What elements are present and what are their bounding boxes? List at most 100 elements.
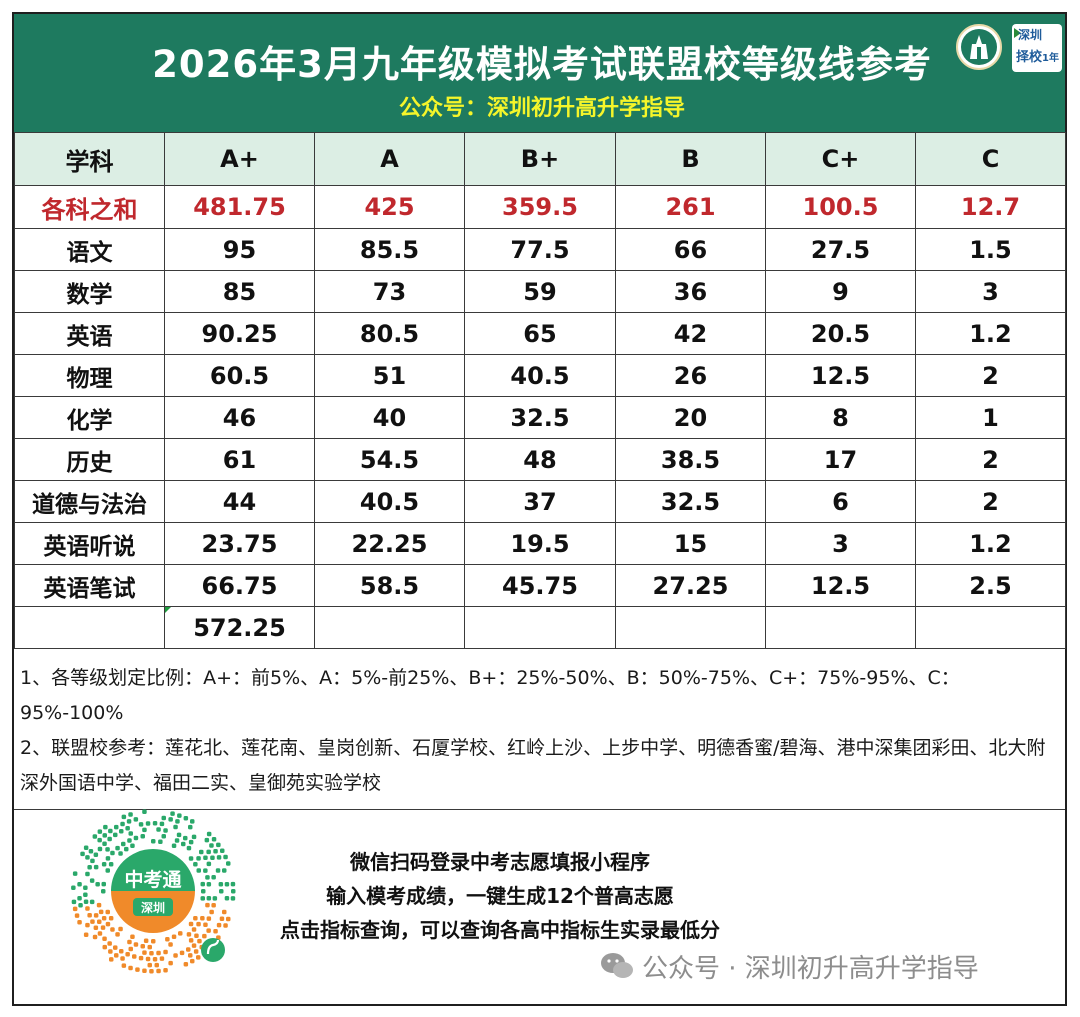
table-row: 英语听说 23.75 22.25 19.5 15 3 1.2 — [14, 522, 1066, 565]
qr-dot — [108, 828, 113, 834]
qr-dot — [121, 814, 127, 820]
qr-dot — [190, 958, 195, 964]
document-frame: 2026年3月九年级模拟考试联盟校等级线参考 公众号：深圳初升高升学指导 深圳 … — [12, 12, 1067, 1006]
qr-dot — [102, 833, 107, 838]
qr-dot — [89, 878, 95, 883]
qr-dot — [121, 841, 126, 847]
score-cell: 20 — [615, 396, 766, 439]
table-row: 道德与法治 44 40.5 37 32.5 6 2 — [14, 480, 1066, 523]
qr-dot — [128, 831, 133, 836]
qr-dot — [199, 849, 204, 855]
title-banner: 2026年3月九年级模拟考试联盟校等级线参考 公众号：深圳初升高升学指导 深圳 … — [14, 14, 1065, 132]
qr-dot — [168, 817, 173, 822]
subject-cell: 英语 — [14, 312, 165, 355]
qr-dot — [159, 821, 165, 827]
extra-cell — [314, 606, 465, 649]
qr-dot — [203, 868, 208, 873]
qr-dot — [92, 834, 98, 839]
qr-dot — [206, 916, 212, 921]
qr-dot — [183, 962, 189, 967]
score-cell: 48 — [464, 438, 616, 481]
qr-dot — [102, 936, 107, 941]
qr-dot — [206, 861, 212, 867]
qr-dot — [102, 841, 107, 846]
qr-dot — [149, 969, 154, 974]
qr-dot — [142, 968, 147, 973]
qr-dot — [85, 855, 90, 860]
score-cell: 1.5 — [915, 228, 1066, 271]
score-cell: 17 — [765, 438, 916, 481]
score-cell: 66 — [615, 228, 766, 271]
qr-dot — [186, 947, 191, 952]
logo-text-2: 择校1年 — [1016, 50, 1059, 65]
qr-dot — [105, 856, 111, 861]
qr-dot — [121, 963, 127, 968]
mini-program-qr-code[interactable]: 中考通 深圳 — [70, 808, 236, 974]
page-title: 2026年3月九年级模拟考试联盟校等级线参考 — [152, 43, 932, 86]
table-row: 语文 95 85.5 77.5 66 27.5 1.5 — [14, 228, 1066, 271]
qr-dot — [226, 916, 231, 922]
qr-dot — [72, 871, 78, 876]
score-cell: 8 — [765, 396, 916, 439]
qr-dot — [101, 862, 107, 867]
score-cell: 15 — [615, 522, 766, 565]
score-cell: 3 — [915, 270, 1066, 313]
score-cell: 38.5 — [615, 438, 766, 481]
qr-dot — [93, 925, 99, 930]
qr-dot — [83, 899, 89, 904]
qr-dot — [133, 817, 139, 822]
sum-cell: 425 — [314, 185, 465, 229]
note-alliance-schools: 2、联盟校参考：莲花北、莲花南、皇岗创新、石厦学校、红岭上沙、上步中学、明德香蜜… — [20, 737, 1046, 794]
score-cell: 26 — [615, 354, 766, 397]
sum-row: 各科之和 481.75 425 359.5 261 100.5 12.7 — [14, 185, 1066, 229]
qr-title: 中考通 — [124, 868, 182, 891]
promo-line-1: 微信扫码登录中考志愿填报小程序 — [350, 850, 650, 874]
qr-dot — [118, 926, 123, 932]
qr-dot — [130, 934, 135, 939]
qr-dot — [125, 826, 130, 831]
qr-dot — [178, 931, 183, 936]
qr-dot — [85, 906, 90, 911]
qr-dot — [119, 949, 124, 954]
score-cell: 85.5 — [314, 228, 465, 271]
qr-dot — [151, 839, 156, 844]
qr-dot — [85, 922, 90, 928]
score-cell: 54.5 — [314, 438, 465, 481]
extra-cell: 572.25 — [164, 606, 315, 649]
notes-section: 1、各等级划定比例：A+：前5%、A：5%-前25%、B+：25%-50%、B：… — [14, 648, 1065, 810]
qr-dot — [219, 889, 224, 894]
table-row: 化学 46 40 32.5 20 8 1 — [14, 396, 1066, 439]
score-cell: 2.5 — [915, 564, 1066, 607]
qr-dot — [202, 933, 207, 939]
score-cell: 19.5 — [464, 522, 616, 565]
qr-dot — [93, 852, 99, 857]
qr-dot — [210, 855, 215, 860]
qr-dot — [222, 868, 227, 873]
score-cell: 44 — [164, 480, 315, 523]
score-cell: 61 — [164, 438, 315, 481]
qr-dot — [193, 949, 199, 954]
school-choice-logo: 深圳 择校1年 — [1012, 24, 1062, 72]
qr-dot — [206, 831, 212, 837]
qr-dot — [156, 968, 161, 974]
qr-dot — [142, 827, 147, 833]
score-cell: 40.5 — [464, 354, 616, 397]
qr-dot — [125, 952, 130, 957]
qr-dot — [186, 932, 192, 937]
extra-cell — [615, 606, 766, 649]
header-cell: C — [915, 132, 1066, 186]
header-cell: B+ — [464, 132, 616, 186]
qr-dot — [77, 896, 82, 901]
qr-dot — [126, 819, 132, 824]
sum-cell: 261 — [615, 185, 766, 229]
qr-dot — [186, 845, 192, 851]
qr-dot — [161, 815, 166, 821]
table-row: 历史 61 54.5 48 38.5 17 2 — [14, 438, 1066, 481]
score-cell: 80.5 — [314, 312, 465, 355]
qr-dot — [200, 916, 205, 921]
subject-cell: 数学 — [14, 270, 165, 313]
qr-dot — [188, 839, 194, 845]
sum-cell: 12.7 — [915, 185, 1066, 229]
extra-cell — [765, 606, 916, 649]
qr-dot — [212, 896, 218, 901]
